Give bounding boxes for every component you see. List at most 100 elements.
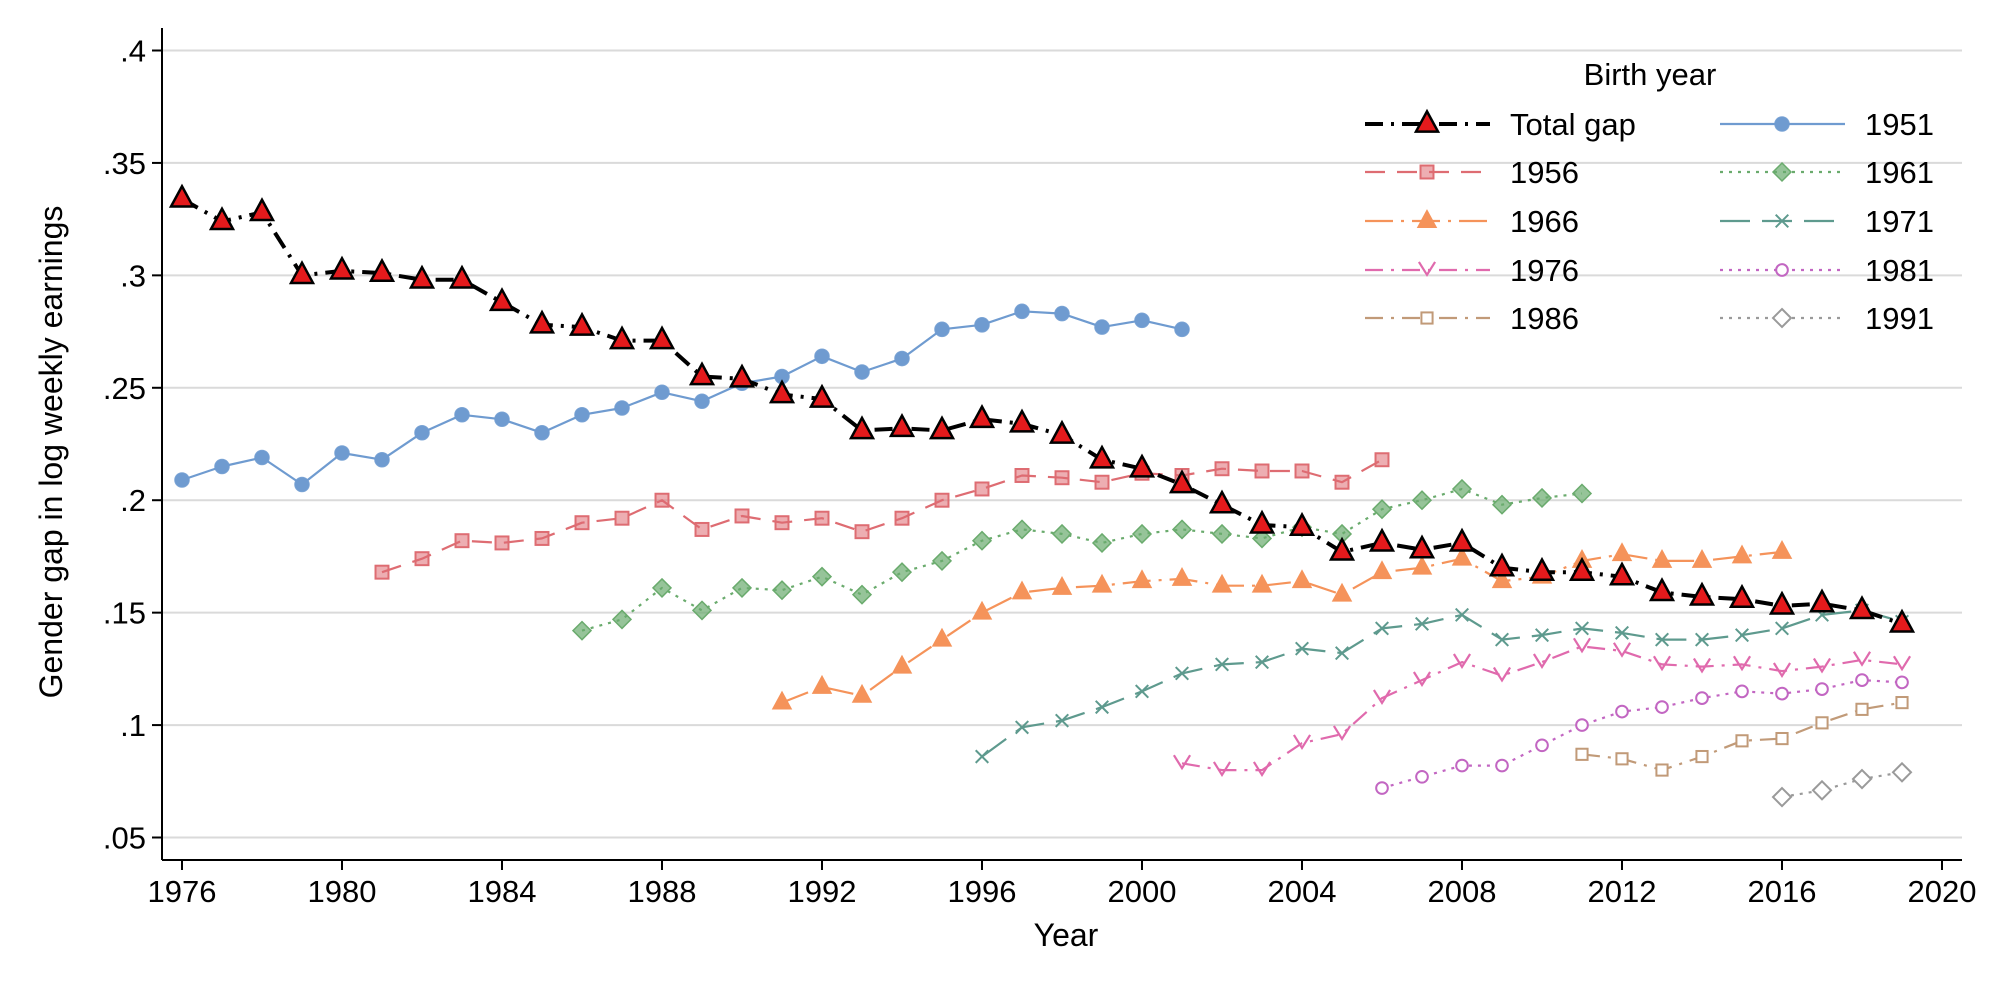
- data-point-marker: [1492, 666, 1512, 683]
- x-tick-label: 2016: [1748, 874, 1817, 909]
- data-point-marker: [334, 445, 350, 461]
- data-point-marker: [974, 317, 990, 333]
- x-tick-label: 1980: [308, 874, 377, 909]
- data-point-marker: [1415, 769, 1429, 784]
- data-point-marker: [1134, 312, 1150, 329]
- data-point-marker: [1211, 573, 1233, 593]
- data-point-marker: [1451, 546, 1473, 566]
- data-point-marker: [1531, 487, 1553, 509]
- data-point-marker: [1413, 108, 1441, 133]
- series-1951: [174, 303, 1190, 493]
- data-point-marker: [454, 533, 470, 549]
- data-point-marker: [1294, 463, 1310, 479]
- data-point-marker: [854, 524, 870, 540]
- data-point-marker: [1775, 686, 1789, 701]
- data-point-marker: [1011, 580, 1033, 600]
- data-point-marker: [1332, 725, 1352, 742]
- legend-item-1956: 1956: [1365, 155, 1579, 190]
- data-point-marker: [1572, 637, 1592, 654]
- data-point-marker: [968, 403, 996, 429]
- legend-item-1991: 1991: [1720, 301, 1934, 336]
- data-point-marker: [1812, 657, 1832, 674]
- y-tick-label: .3: [120, 258, 146, 293]
- data-point-marker: [1374, 621, 1390, 636]
- data-point-marker: [1375, 781, 1389, 795]
- data-point-marker: [1848, 595, 1876, 620]
- data-point-marker: [1251, 573, 1273, 593]
- data-point-marker: [1248, 509, 1276, 534]
- series-line: [981, 609, 1903, 758]
- data-point-marker: [1574, 621, 1590, 636]
- series-1991: [1771, 761, 1913, 808]
- legend-label: 1961: [1865, 155, 1934, 190]
- data-point-marker: [1131, 569, 1153, 589]
- data-point-marker: [374, 451, 390, 468]
- data-point-marker: [294, 476, 310, 493]
- series-line: [781, 550, 1783, 704]
- legend-label: 1971: [1865, 204, 1934, 239]
- data-point-marker: [1211, 523, 1233, 545]
- data-point-marker: [1171, 519, 1193, 540]
- data-point-marker: [608, 325, 636, 350]
- data-point-marker: [1051, 523, 1073, 545]
- data-point-marker: [811, 566, 833, 587]
- data-point-marker: [1694, 632, 1710, 647]
- series-line: [181, 310, 1183, 486]
- data-point-marker: [971, 530, 993, 551]
- data-point-marker: [1731, 544, 1753, 564]
- legend-item-1986: 1986: [1365, 301, 1579, 336]
- data-point-marker: [1692, 657, 1712, 674]
- data-point-marker: [694, 521, 710, 537]
- data-point-marker: [1852, 651, 1872, 667]
- y-tick-label: .35: [103, 146, 146, 181]
- data-point-marker: [1728, 583, 1756, 608]
- data-point-marker: [1331, 582, 1353, 602]
- data-point-marker: [971, 600, 993, 620]
- data-point-marker: [1855, 673, 1869, 687]
- legend-label: 1966: [1510, 204, 1579, 239]
- data-point-marker: [448, 264, 476, 289]
- data-point-marker: [974, 481, 990, 497]
- data-point-marker: [614, 400, 630, 416]
- data-point-marker: [1772, 662, 1792, 679]
- data-point-marker: [174, 472, 190, 488]
- legend-label: 1976: [1510, 253, 1579, 288]
- data-point-marker: [814, 510, 830, 526]
- y-tick-label: .4: [120, 33, 146, 68]
- data-point-marker: [1491, 494, 1513, 515]
- data-point-marker: [1448, 527, 1476, 552]
- data-point-marker: [1091, 532, 1113, 554]
- data-point-marker: [454, 406, 470, 423]
- data-point-marker: [1328, 536, 1356, 561]
- data-point-marker: [1417, 261, 1437, 277]
- data-point-marker: [1128, 453, 1156, 478]
- data-point-marker: [1891, 761, 1913, 783]
- series-1966: [771, 540, 1793, 710]
- data-point-marker: [1491, 569, 1513, 589]
- data-point-marker: [1615, 752, 1629, 766]
- data-point-marker: [208, 206, 236, 231]
- legend-label: 1986: [1510, 301, 1579, 336]
- data-point-marker: [1414, 616, 1430, 631]
- axes: .05 .1 .15 .2 .25 .3 .35 .4 1976 1980 1984 1988 1992…: [103, 28, 1976, 909]
- data-point-marker: [1695, 749, 1709, 764]
- data-point-marker: [1051, 575, 1073, 595]
- data-point-marker: [1888, 608, 1916, 633]
- legend-item-1971: 1971: [1720, 204, 1934, 239]
- data-point-marker: [768, 379, 796, 404]
- data-point-marker: [894, 510, 910, 526]
- series-1956: [374, 452, 1390, 580]
- data-point-marker: [651, 577, 673, 598]
- data-point-marker: [574, 515, 590, 531]
- data-point-marker: [1292, 734, 1312, 751]
- data-point-marker: [1419, 164, 1435, 180]
- data-point-marker: [931, 627, 953, 647]
- data-point-marker: [494, 535, 510, 551]
- data-point-marker: [328, 255, 356, 280]
- x-axis-label: Year: [1034, 917, 1099, 953]
- data-point-marker: [771, 580, 793, 601]
- data-point-marker: [1171, 566, 1193, 586]
- data-point-marker: [1254, 463, 1270, 479]
- legend-item-1961: 1961: [1720, 155, 1934, 190]
- x-tick-label: 1992: [788, 874, 857, 909]
